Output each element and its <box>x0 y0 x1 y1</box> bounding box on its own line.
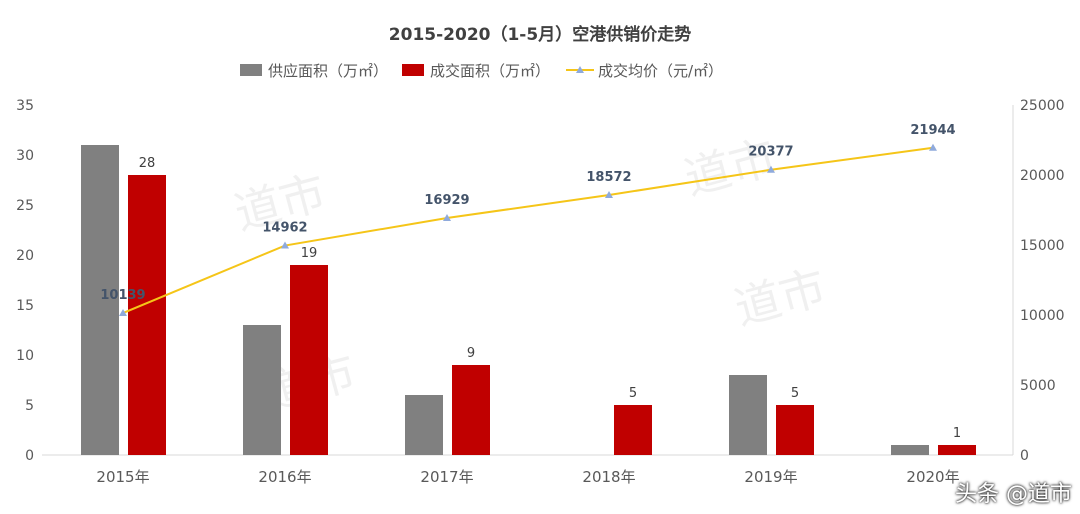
legend-swatch <box>240 64 262 76</box>
price-label: 21944 <box>910 123 955 138</box>
deal-bar <box>128 175 166 455</box>
deal-bar <box>452 365 490 455</box>
supply-bar <box>891 445 929 455</box>
left-tick-label: 15 <box>16 298 34 314</box>
deal-bar-label: 9 <box>467 346 475 361</box>
deal-bar <box>614 405 652 455</box>
price-line <box>122 146 934 314</box>
supply-bar <box>243 325 281 455</box>
right-tick-label: 10000 <box>1020 308 1065 324</box>
x-tick-label: 2015年 <box>96 468 149 486</box>
legend-swatch <box>402 64 424 76</box>
left-tick-label: 5 <box>25 398 34 414</box>
price-label: 14962 <box>262 221 307 236</box>
legend-label: 供应面积（万㎡） <box>268 62 388 80</box>
supply-bar <box>405 395 443 455</box>
left-tick-label: 0 <box>25 448 34 464</box>
x-tick-label: 2016年 <box>258 468 311 486</box>
deal-bar-label: 5 <box>629 386 637 401</box>
chart-title: 2015-2020（1-5月）空港供销价走势 <box>389 24 691 45</box>
right-tick-label: 20000 <box>1020 168 1065 184</box>
x-tick-label: 2017年 <box>420 468 473 486</box>
left-tick-label: 30 <box>16 148 34 164</box>
watermark: 头条 @道市 <box>955 482 1072 507</box>
left-tick-label: 10 <box>16 348 34 364</box>
deal-bar-label: 19 <box>301 246 318 261</box>
left-tick-label: 25 <box>16 198 34 214</box>
price-label: 16929 <box>424 193 469 208</box>
right-tick-label: 5000 <box>1020 378 1056 394</box>
deal-bar-label: 28 <box>139 156 156 171</box>
price-marker <box>281 241 289 249</box>
deal-bar <box>938 445 976 455</box>
background-watermark: 道市 <box>679 130 782 206</box>
left-tick-label: 20 <box>16 248 34 264</box>
deal-bar <box>776 405 814 455</box>
price-marker <box>605 190 613 198</box>
supply-bar <box>729 375 767 455</box>
left-tick-label: 35 <box>16 98 34 114</box>
background-watermark: 道市 <box>729 260 832 336</box>
price-marker <box>767 165 775 173</box>
legend-label: 成交面积（万㎡） <box>430 62 550 80</box>
price-label: 18572 <box>586 170 631 185</box>
right-tick-label: 15000 <box>1020 238 1065 254</box>
x-tick-label: 2020年 <box>906 468 959 486</box>
supply-bar <box>81 145 119 455</box>
right-tick-label: 25000 <box>1020 98 1065 114</box>
price-marker <box>119 309 127 317</box>
deal-bar-label: 5 <box>791 386 799 401</box>
price-marker <box>929 143 937 151</box>
price-marker <box>443 213 451 221</box>
deal-bar <box>290 265 328 455</box>
right-tick-label: 0 <box>1020 448 1029 464</box>
deal-bar-label: 1 <box>953 426 961 441</box>
x-tick-label: 2019年 <box>744 468 797 486</box>
legend-label: 成交均价（元/㎡） <box>598 62 723 80</box>
price-label: 20377 <box>748 145 793 160</box>
x-tick-label: 2018年 <box>582 468 635 486</box>
price-label: 10139 <box>100 288 145 303</box>
legend-marker <box>576 66 584 73</box>
